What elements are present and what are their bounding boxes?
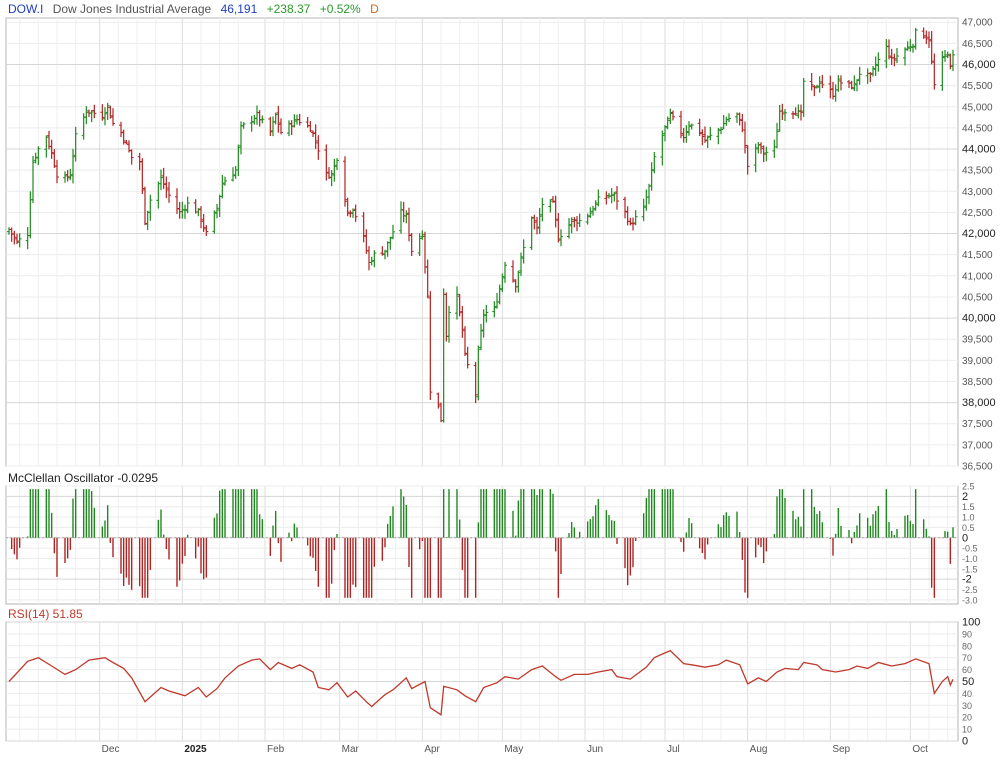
price-panel-y-tick: 37,000 — [962, 440, 993, 451]
mcclellan-panel-y-tick: 1.0 — [962, 513, 975, 523]
price-panel-y-tick: 38,000 — [962, 397, 996, 409]
price-change-percent: +0.52% — [319, 2, 361, 16]
mcclellan-panel-y-tick: -1.5 — [962, 564, 978, 574]
price-panel-y-tick: 45,500 — [962, 81, 993, 92]
chart-header: DOW.I Dow Jones Industrial Average 46,19… — [8, 2, 385, 16]
x-axis-label: Aug — [750, 744, 768, 755]
ticker-symbol[interactable]: DOW.I — [8, 2, 44, 16]
rsi-panel-y-tick: 20 — [962, 713, 972, 723]
price-panel-frame — [5, 17, 959, 467]
x-axis-label: Jun — [587, 744, 603, 755]
mcclellan-panel-y-tick: -2.5 — [962, 585, 978, 595]
price-panel-y-tick: 44,500 — [962, 123, 993, 134]
price-panel-y-tick: 44,000 — [962, 144, 996, 156]
x-axis-label: Apr — [424, 744, 440, 755]
price-panel-y-tick: 39,000 — [962, 356, 993, 367]
mcclellan-panel-y-tick: -0.5 — [962, 544, 978, 554]
mcclellan-panel-y-tick: 1.5 — [962, 502, 975, 512]
rsi-panel-y-tick: 50 — [962, 676, 974, 688]
mcclellan-panel-y-tick: 2.5 — [962, 482, 975, 492]
x-axis-label: Oct — [912, 744, 928, 755]
price-panel-y-tick: 41,000 — [962, 271, 993, 282]
period-indicator[interactable]: D — [370, 2, 379, 16]
x-axis-label: Dec — [102, 744, 120, 755]
mcclellan-panel-y-tick: -3.0 — [962, 595, 978, 605]
price-panel-y-tick: 36,500 — [962, 462, 993, 473]
price-panel-y-tick: 37,500 — [962, 419, 993, 430]
price-panel-y-tick: 40,000 — [962, 313, 996, 325]
x-axis-label: 2025 — [184, 744, 207, 755]
rsi-panel-y-tick: 80 — [962, 641, 972, 651]
x-axis-label: May — [504, 744, 523, 755]
index-name: Dow Jones Industrial Average — [52, 2, 212, 16]
rsi-line — [8, 649, 954, 716]
last-price: 46,191 — [220, 2, 258, 16]
price-panel-y-tick: 39,500 — [962, 335, 993, 346]
price-panel-y-tick: 38,500 — [962, 377, 993, 388]
rsi-panel-y-tick: 70 — [962, 653, 972, 663]
mcclellan-panel-y-tick: -2 — [962, 574, 972, 586]
rsi-panel-y-tick: 10 — [962, 725, 972, 735]
mcclellan-panel-y-tick: 0.5 — [962, 523, 975, 533]
x-axis-label: Mar — [342, 744, 360, 755]
price-panel-y-tick: 45,000 — [962, 102, 993, 113]
x-axis-label: Sep — [832, 744, 850, 755]
rsi-panel-y-tick: 0 — [962, 736, 968, 748]
x-axis-label: Feb — [267, 744, 285, 755]
mcclellan-title: McClellan Oscillator -0.0295 — [8, 471, 159, 485]
rsi-panel-y-tick: 40 — [962, 689, 972, 699]
price-panel-y-tick: 43,500 — [962, 166, 993, 177]
rsi-panel-y-tick: 90 — [962, 629, 972, 639]
price-panel-y-tick: 47,000 — [962, 18, 993, 29]
rsi-panel-y-tick: 60 — [962, 665, 972, 675]
price-panel-y-tick: 46,000 — [962, 59, 996, 71]
mcclellan-panel-y-tick: -1.0 — [962, 554, 978, 564]
price-panel-y-tick: 42,500 — [962, 208, 993, 219]
price-panel-y-tick: 46,500 — [962, 39, 993, 50]
rsi-panel-y-tick: 100 — [962, 617, 980, 629]
mcclellan-panel-frame — [5, 485, 959, 605]
price-panel-y-tick: 41,500 — [962, 250, 993, 261]
price-panel-y-tick: 42,000 — [962, 228, 996, 240]
rsi-panel-y-tick: 30 — [962, 701, 972, 711]
rsi-title: RSI(14) 51.85 — [8, 607, 83, 621]
price-change: +238.37 — [266, 2, 311, 16]
price-panel-y-tick: 43,000 — [962, 187, 993, 198]
mcclellan-panel-y-tick: 0 — [962, 532, 968, 544]
x-axis-label: Jul — [667, 744, 680, 755]
price-panel-y-tick: 40,500 — [962, 292, 993, 303]
mcclellan-panel-y-tick: 2 — [962, 491, 968, 503]
